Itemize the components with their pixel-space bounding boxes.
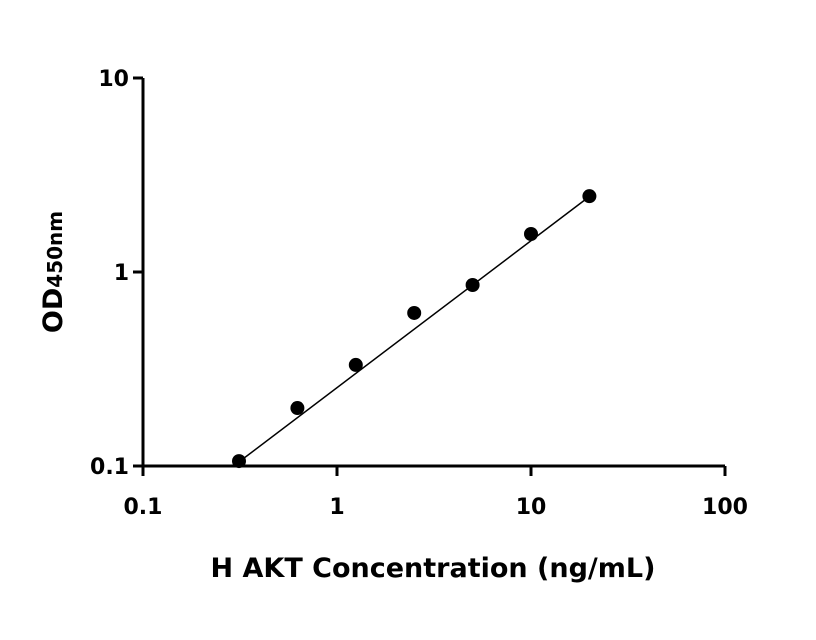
data-point <box>407 305 422 320</box>
y-tick-label: 1 <box>114 261 129 286</box>
data-point <box>524 226 538 241</box>
x-tick-label: 0.1 <box>124 495 163 520</box>
y-tick-label: 0.1 <box>90 455 129 480</box>
y-axis-title-sub: 450nm <box>43 211 67 288</box>
y-axis-title-main: OD <box>38 288 69 333</box>
x-tick-label: 1 <box>329 495 344 520</box>
data-point <box>465 278 480 293</box>
y-tick-label: 10 <box>98 67 129 92</box>
y-axis-title: OD450nm <box>38 211 69 333</box>
data-point <box>290 401 305 416</box>
data-point <box>348 357 363 372</box>
x-tick-label: 100 <box>702 495 748 520</box>
x-tick-label: 10 <box>516 495 547 520</box>
x-axis-title: H AKT Concentration (ng/mL) <box>211 553 656 584</box>
data-point <box>582 189 597 204</box>
data-point <box>232 454 247 469</box>
